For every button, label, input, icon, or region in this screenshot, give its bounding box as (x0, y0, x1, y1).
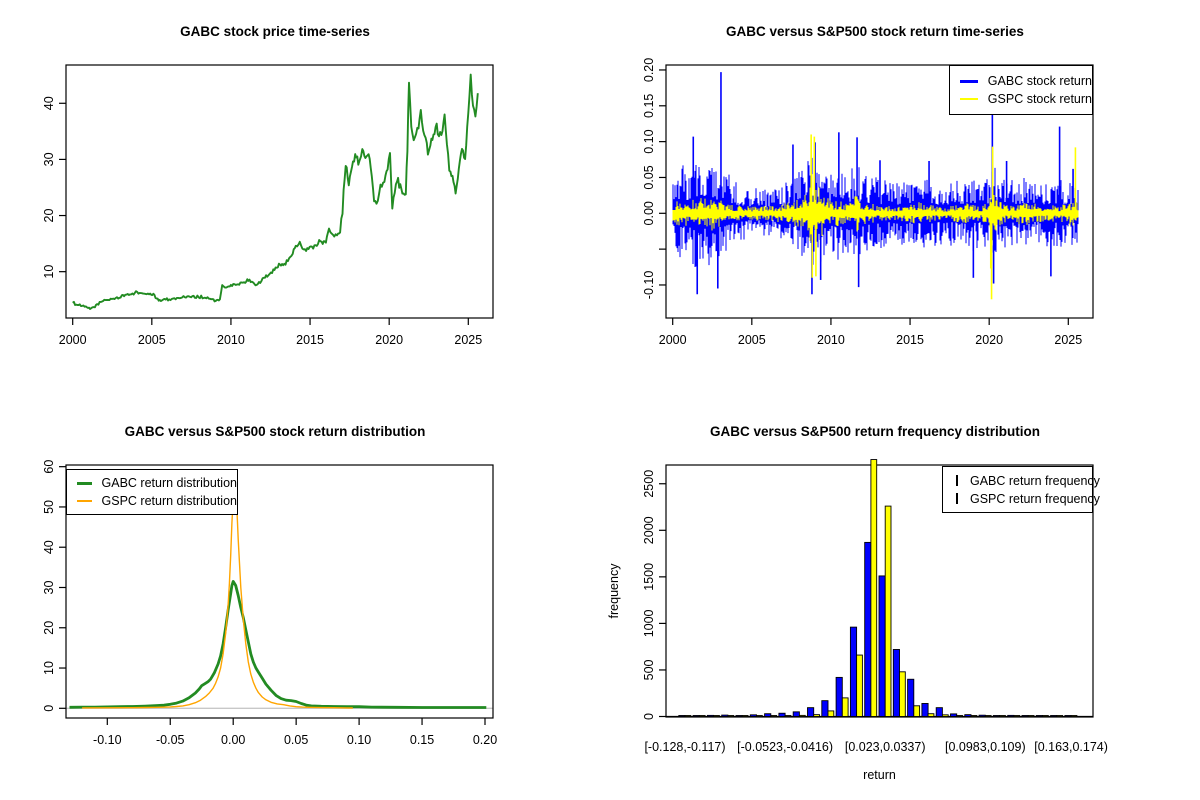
return-distribution-plot: -0.10 -0.05 0.00 0.05 0.10 0.15 0.20 0 10 20 30 40 5… (42, 460, 497, 747)
legend-item-gabc-frequency: GABC return frequency (943, 472, 1100, 490)
svg-text:0: 0 (642, 713, 656, 720)
legend-label: GSPC return distribution (101, 494, 237, 508)
svg-text:10: 10 (42, 265, 56, 279)
svg-text:2025: 2025 (1054, 333, 1082, 347)
axis-titles: return frequency (607, 563, 896, 782)
svg-text:0.05: 0.05 (284, 733, 308, 747)
svg-text:frequency: frequency (607, 563, 621, 619)
legend-item-gspc-density: GSPC return distribution (67, 492, 237, 510)
gspc-density-line-swatch (77, 500, 92, 502)
series-gabc-price (72, 73, 479, 310)
svg-text:0.10: 0.10 (642, 129, 656, 153)
gspc-return-line-swatch (960, 98, 978, 100)
svg-text:30: 30 (42, 580, 56, 594)
svg-text:1000: 1000 (642, 609, 656, 637)
x-axis-labels: [-0.128,-0.117) [-0.0523,-0.0416) [0.023,0… (644, 740, 1107, 754)
svg-text:[0.0983,0.109): [0.0983,0.109) (945, 740, 1026, 754)
svg-text:0.20: 0.20 (473, 733, 497, 747)
svg-text:1500: 1500 (642, 563, 656, 591)
svg-text:0.20: 0.20 (642, 58, 656, 82)
price-plot: 2000 2005 2010 2015 2020 2025 10 20 30 40 (42, 64, 494, 347)
svg-text:2025: 2025 (454, 333, 482, 347)
legend-item-gabc-density: GABC return distribution (67, 474, 237, 492)
legend-label: GABC stock return (987, 74, 1092, 88)
x-axis: 2000 2005 2010 2015 2020 2025 (659, 318, 1082, 347)
legend-label: GSPC return frequency (970, 491, 1100, 506)
svg-text:2005: 2005 (138, 333, 166, 347)
legend-item-gabc-return: GABC stock return (950, 72, 1092, 90)
svg-text:[0.163,0.174): [0.163,0.174) (1034, 740, 1108, 754)
svg-text:0.15: 0.15 (642, 94, 656, 118)
series-gspc-return (672, 134, 1079, 300)
svg-text:2000: 2000 (642, 516, 656, 544)
svg-text:[-0.0523,-0.0416): [-0.0523,-0.0416) (737, 740, 833, 754)
panel-price-timeseries: GABC stock price time-series 2000 2005 201… (0, 0, 600, 400)
svg-text:2010: 2010 (817, 333, 845, 347)
gabc-frequency-square-swatch (956, 475, 958, 486)
panel-return-frequency: GABC versus S&P500 return frequency dist… (600, 400, 1200, 800)
y-axis: 0 500 1000 1500 2000 2500 (642, 470, 666, 720)
svg-text:2000: 2000 (59, 333, 87, 347)
legend-return-frequency: GABC return frequency GSPC return freque… (942, 466, 1100, 513)
svg-text:[-0.128,-0.117): [-0.128,-0.117) (644, 740, 725, 754)
svg-text:60: 60 (42, 460, 56, 474)
svg-text:2020: 2020 (375, 333, 403, 347)
chart-title-price: GABC stock price time-series (180, 24, 370, 39)
axes: 2000 2005 2010 2015 2020 2025 10 20 30 40 (42, 64, 494, 347)
legend-label: GABC return frequency (970, 473, 1100, 488)
chart-title-frequency: GABC versus S&P500 return frequency dist… (709, 424, 1041, 439)
legend-return-timeseries: GABC stock return GSPC stock return (949, 65, 1093, 115)
svg-text:2005: 2005 (738, 333, 766, 347)
svg-text:-0.10: -0.10 (642, 271, 656, 300)
svg-text:500: 500 (642, 659, 656, 680)
chart-title-distribution: GABC versus S&P500 stock return distribu… (124, 424, 426, 439)
y-axis: -0.10 0.00 0.05 0.10 0.15 0.20 (642, 58, 666, 299)
chart-title-returns: GABC versus S&P500 stock return time-ser… (726, 24, 1024, 39)
svg-text:40: 40 (42, 540, 56, 554)
svg-text:30: 30 (42, 152, 56, 166)
legend-item-gspc-frequency: GSPC return frequency (943, 490, 1100, 508)
svg-text:2000: 2000 (659, 333, 687, 347)
svg-text:0.15: 0.15 (410, 733, 434, 747)
svg-text:[0.023,0.0337): [0.023,0.0337) (845, 740, 926, 754)
svg-text:10: 10 (42, 661, 56, 675)
svg-text:0.00: 0.00 (642, 201, 656, 225)
svg-text:0.10: 0.10 (347, 733, 371, 747)
svg-text:40: 40 (42, 96, 56, 110)
gabc-density-line-swatch (77, 481, 92, 485)
axes: 2000 2005 2010 2015 2020 2025 -0.10 0.00 0.05 0.1… (642, 58, 1094, 347)
svg-text:2500: 2500 (642, 470, 656, 498)
gspc-frequency-square-swatch (956, 493, 958, 504)
svg-text:0.05: 0.05 (642, 165, 656, 189)
svg-text:-0.10: -0.10 (93, 733, 122, 747)
legend-label: GABC return distribution (101, 476, 237, 490)
svg-text:2010: 2010 (217, 333, 245, 347)
legend-label: GSPC stock return (987, 92, 1092, 106)
svg-text:2020: 2020 (975, 333, 1003, 347)
svg-text:20: 20 (42, 621, 56, 635)
svg-text:-0.05: -0.05 (156, 733, 185, 747)
svg-text:0: 0 (42, 705, 56, 712)
gabc-return-line-swatch (960, 79, 978, 83)
svg-text:0.00: 0.00 (221, 733, 245, 747)
y-axis: 0 10 20 30 40 50 60 (42, 460, 66, 712)
svg-text:20: 20 (42, 209, 56, 223)
y-axis: 10 20 30 40 (42, 96, 66, 279)
svg-text:2015: 2015 (296, 333, 324, 347)
legend-return-distribution: GABC return distribution GSPC return dis… (66, 469, 238, 515)
x-axis: 2000 2005 2010 2015 2020 2025 (59, 318, 482, 347)
legend-item-gspc-return: GSPC stock return (950, 90, 1092, 108)
panel-return-distribution: GABC versus S&P500 stock return distribu… (0, 400, 600, 800)
svg-text:50: 50 (42, 500, 56, 514)
svg-text:2015: 2015 (896, 333, 924, 347)
axes: -0.10 -0.05 0.00 0.05 0.10 0.15 0.20 0 10 20 30 40 5… (42, 460, 497, 747)
x-axis: -0.10 -0.05 0.00 0.05 0.10 0.15 0.20 (93, 718, 497, 747)
return-timeseries-plot: 2000 2005 2010 2015 2020 2025 -0.10 0.00 0.05 0.1… (642, 58, 1094, 347)
series-gabc-density (69, 579, 487, 709)
panel-return-timeseries: GABC versus S&P500 stock return time-ser… (600, 0, 1200, 400)
svg-text:return: return (863, 768, 896, 782)
bars (666, 459, 1093, 718)
return-frequency-plot: 0 500 1000 1500 2000 2500 [-0.128,-0.117) [-0.0… (607, 459, 1108, 782)
